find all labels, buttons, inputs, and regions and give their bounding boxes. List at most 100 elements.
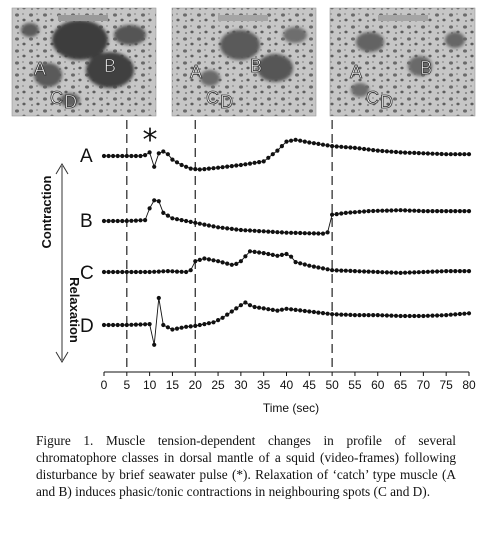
trace-point-b: [161, 210, 166, 215]
trace-point-d: [143, 322, 148, 327]
trace-point-b: [147, 206, 152, 211]
trace-point-d: [193, 323, 198, 328]
trace-point-d: [170, 327, 175, 332]
trace-point-a: [179, 162, 184, 168]
trace-point-a: [457, 152, 462, 157]
trace-point-b: [316, 231, 321, 236]
trace-point-b: [371, 208, 376, 214]
trace-point-b: [453, 209, 458, 214]
trace-point-d: [115, 322, 120, 328]
trace-point-b: [302, 231, 307, 236]
frame-2-label-a: A: [190, 62, 202, 82]
trace-point-d: [384, 313, 389, 318]
trace-point-c: [129, 269, 134, 275]
trace-point-d: [216, 318, 221, 323]
trace-point-b: [184, 218, 189, 224]
trace-point-b: [206, 223, 211, 228]
trace-point-c: [179, 269, 184, 274]
trace-point-b: [279, 230, 284, 235]
x-tick-label: 5: [123, 378, 130, 392]
trace-point-a: [270, 152, 275, 157]
trace-point-c: [325, 267, 330, 272]
trace-point-c: [421, 269, 426, 275]
trace-point-c: [403, 270, 408, 275]
trace-point-c: [439, 269, 444, 274]
trace-point-c: [115, 269, 120, 275]
trace-point-c: [380, 270, 385, 275]
trace-point-b: [325, 230, 330, 235]
trace-point-c: [202, 256, 207, 261]
trace-point-c: [101, 269, 107, 275]
trace-point-d: [439, 313, 444, 318]
trace-point-d: [293, 307, 298, 312]
trace-point-c: [384, 270, 389, 275]
trace-point-b: [152, 198, 157, 203]
trace-point-b: [307, 231, 312, 236]
trace-point-b: [462, 209, 467, 214]
trace-point-b: [234, 227, 239, 232]
frame-1-label-d: D: [64, 92, 77, 112]
trace-point-d: [330, 312, 335, 317]
trace-point-d: [179, 325, 184, 330]
trace-point-d: [206, 321, 211, 326]
trace-point-b: [165, 213, 170, 218]
frame-2-label-b: B: [250, 56, 262, 76]
traces: [101, 137, 472, 347]
x-tick-label: 70: [417, 378, 431, 392]
trace-point-c: [220, 260, 225, 265]
event-lines: [126, 120, 333, 372]
trace-point-a: [298, 138, 303, 143]
trace-point-a: [247, 161, 253, 166]
trace-point-a: [229, 164, 234, 169]
trace-point-d: [184, 324, 189, 329]
trace-point-b: [334, 212, 339, 217]
trace-point-b: [339, 211, 344, 216]
trace-point-c: [466, 269, 472, 274]
trace-point-a: [389, 149, 394, 154]
trace-point-d: [343, 312, 348, 317]
trace-point-c: [275, 253, 280, 258]
trace-point-a: [412, 150, 417, 155]
trace-point-a: [439, 151, 444, 157]
trace-point-b: [430, 209, 435, 214]
trace-point-c: [252, 249, 257, 254]
trace-point-d: [380, 313, 385, 318]
trace-point-a: [466, 152, 472, 157]
trace-line-d: [104, 297, 470, 345]
trace-point-a: [393, 149, 399, 155]
trace-point-a: [316, 141, 321, 146]
trace-point-d: [124, 322, 129, 328]
trace-point-c: [435, 269, 440, 274]
trace-point-c: [206, 257, 211, 262]
trace-point-a: [211, 166, 216, 171]
trace-point-c: [330, 268, 335, 273]
trace-point-c: [448, 269, 453, 274]
trace-point-a: [421, 151, 426, 156]
trace-point-c: [343, 268, 348, 273]
trace-point-b: [202, 222, 207, 227]
trace-point-b: [362, 209, 367, 214]
trace-point-b: [220, 225, 225, 230]
trace-point-a: [111, 153, 116, 159]
trace-point-d: [334, 312, 339, 317]
trace-c: [101, 249, 472, 275]
trace-point-d: [348, 312, 353, 317]
trace-point-c: [120, 269, 125, 275]
trace-point-c: [261, 251, 266, 256]
trace-point-b: [466, 209, 472, 214]
x-tick-label: 0: [101, 378, 108, 392]
trace-point-a: [115, 153, 120, 159]
trace-point-d: [156, 295, 161, 301]
x-tick-label: 65: [394, 378, 408, 392]
trace-point-c: [106, 269, 111, 275]
trace-point-c: [170, 269, 175, 274]
trace-point-b: [247, 228, 253, 233]
trace-point-c: [289, 254, 294, 259]
trace-point-a: [302, 139, 307, 144]
trace-point-a: [106, 153, 111, 159]
trace-point-a: [220, 165, 225, 170]
trace-point-d: [325, 311, 330, 316]
trace-point-b: [298, 230, 303, 236]
trace-point-a: [384, 149, 389, 154]
trace-point-d: [211, 320, 216, 325]
